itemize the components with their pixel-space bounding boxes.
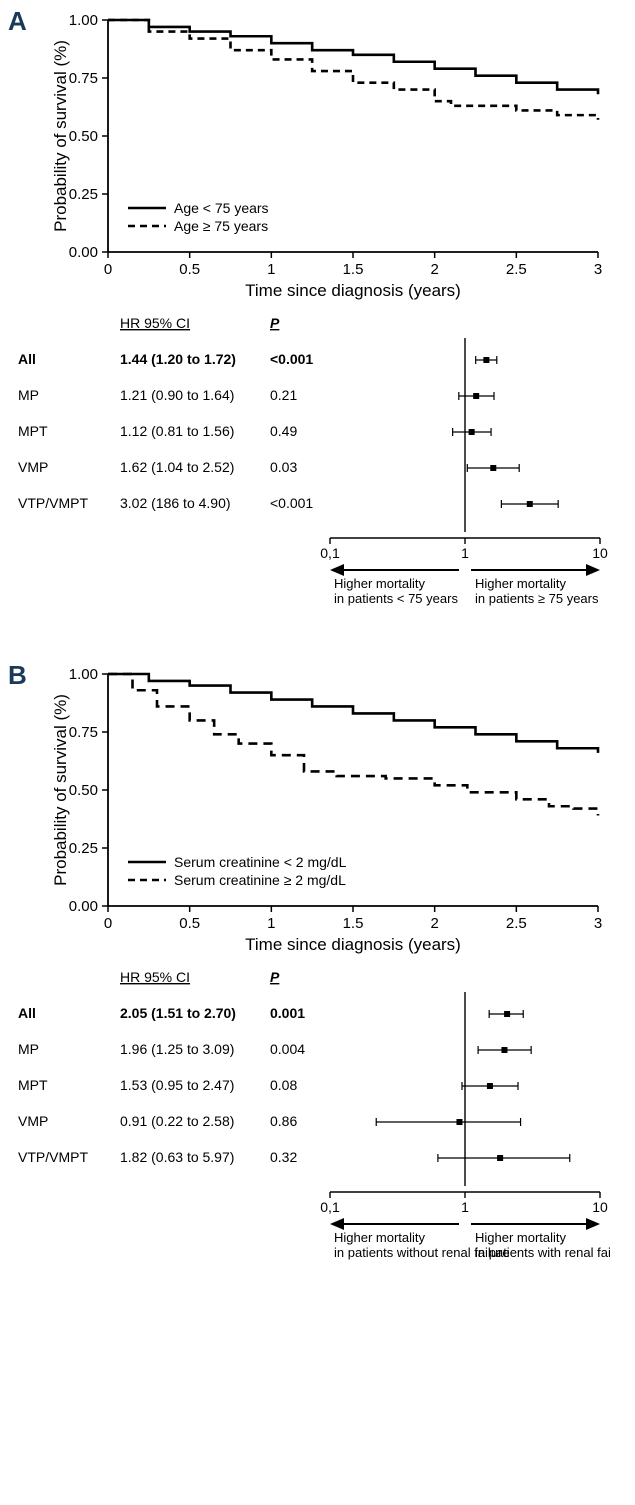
km-chart-wrap: 0.00 0.25 0.50 0.75 1.00 0 0.5 1 1.5 2 2.5 3 Time si…: [50, 12, 610, 302]
svg-text:0.004: 0.004: [270, 1041, 305, 1057]
svg-text:0.75: 0.75: [69, 724, 98, 741]
svg-text:3: 3: [594, 261, 602, 278]
forest-plot: HR 95% CI P All 1.44 (1.20 to 1.72) <0.001 MP…: [10, 308, 610, 648]
svg-text:1.82 (0.63 to 5.97): 1.82 (0.63 to 5.97): [120, 1149, 234, 1165]
svg-text:0.86: 0.86: [270, 1113, 297, 1129]
svg-text:1: 1: [267, 915, 275, 932]
svg-text:VTP/VMPT: VTP/VMPT: [18, 495, 88, 511]
svg-text:in patients < 75 years: in patients < 75 years: [334, 591, 458, 606]
svg-text:Serum creatinine < 2 mg/dL: Serum creatinine < 2 mg/dL: [174, 854, 347, 870]
svg-text:2: 2: [430, 261, 438, 278]
svg-text:P: P: [270, 969, 280, 985]
svg-text:1.00: 1.00: [69, 666, 98, 683]
svg-text:0.001: 0.001: [270, 1005, 305, 1021]
svg-text:1.5: 1.5: [343, 261, 364, 278]
svg-text:1: 1: [461, 1199, 469, 1215]
svg-text:1.00: 1.00: [69, 12, 98, 29]
svg-text:0.03: 0.03: [270, 459, 297, 475]
svg-text:0.00: 0.00: [69, 244, 98, 261]
svg-text:Age < 75 years: Age < 75 years: [174, 200, 269, 216]
svg-text:Probability of survival (%): Probability of survival (%): [51, 694, 70, 886]
svg-text:Higher mortality: Higher mortality: [334, 576, 426, 591]
survival-chart: 0.00 0.25 0.50 0.75 1.00 0 0.5 1 1.5 2 2.5 3 Time si…: [50, 666, 610, 956]
svg-text:0.49: 0.49: [270, 423, 297, 439]
svg-text:0: 0: [104, 915, 112, 932]
svg-text:1.62 (1.04 to 2.52): 1.62 (1.04 to 2.52): [120, 459, 234, 475]
panel-a: A0.000.250.500.751.0000.511.522.53Time s…: [10, 12, 625, 648]
svg-text:HR 95% CI: HR 95% CI: [120, 969, 190, 985]
svg-text:1.44 (1.20 to 1.72): 1.44 (1.20 to 1.72): [120, 351, 236, 367]
svg-text:0.50: 0.50: [69, 782, 98, 799]
svg-text:0.5: 0.5: [179, 261, 200, 278]
svg-text:2.05 (1.51 to 2.70): 2.05 (1.51 to 2.70): [120, 1005, 236, 1021]
svg-text:in patients with renal failure: in patients with renal failure: [475, 1245, 610, 1260]
svg-text:1.5: 1.5: [343, 915, 364, 932]
svg-text:2.5: 2.5: [506, 915, 527, 932]
svg-text:in patients ≥ 75 years: in patients ≥ 75 years: [475, 591, 599, 606]
svg-text:1.53 (0.95 to 2.47): 1.53 (0.95 to 2.47): [120, 1077, 234, 1093]
svg-text:Higher mortality: Higher mortality: [475, 1230, 567, 1245]
survival-chart: 0.00 0.25 0.50 0.75 1.00 0 0.5 1 1.5 2 2.5 3 Time si…: [50, 12, 610, 302]
svg-text:3: 3: [594, 915, 602, 932]
svg-text:0.08: 0.08: [270, 1077, 297, 1093]
svg-text:2: 2: [430, 915, 438, 932]
km-chart-wrap: 0.00 0.25 0.50 0.75 1.00 0 0.5 1 1.5 2 2.5 3 Time si…: [50, 666, 610, 956]
svg-text:<0.001: <0.001: [270, 495, 313, 511]
svg-text:0.21: 0.21: [270, 387, 297, 403]
svg-text:2.5: 2.5: [506, 261, 527, 278]
forest-plot-wrap: HR 95% CI P All 2.05 (1.51 to 2.70) 0.001 MP 1…: [10, 962, 610, 1302]
panel-label: A: [8, 6, 27, 37]
svg-text:1: 1: [267, 261, 275, 278]
svg-text:0.32: 0.32: [270, 1149, 297, 1165]
svg-text:All: All: [18, 1005, 36, 1021]
svg-text:All: All: [18, 351, 36, 367]
svg-text:1: 1: [461, 545, 469, 561]
panel-b: B0.000.250.500.751.0000.511.522.53Time s…: [10, 666, 625, 1302]
svg-text:Higher mortality: Higher mortality: [334, 1230, 426, 1245]
svg-text:0.75: 0.75: [69, 70, 98, 87]
svg-text:VMP: VMP: [18, 1113, 48, 1129]
svg-text:VTP/VMPT: VTP/VMPT: [18, 1149, 88, 1165]
svg-text:1.12 (0.81 to 1.56): 1.12 (0.81 to 1.56): [120, 423, 234, 439]
svg-text:<0.001: <0.001: [270, 351, 313, 367]
svg-text:Higher mortality: Higher mortality: [475, 576, 567, 591]
svg-text:MP: MP: [18, 1041, 39, 1057]
svg-text:Serum creatinine ≥ 2 mg/dL: Serum creatinine ≥ 2 mg/dL: [174, 872, 346, 888]
svg-text:0.50: 0.50: [69, 128, 98, 145]
svg-text:0,1: 0,1: [320, 1199, 340, 1215]
svg-text:MP: MP: [18, 387, 39, 403]
svg-text:3.02 (186 to 4.90): 3.02 (186 to 4.90): [120, 495, 231, 511]
svg-text:0: 0: [104, 261, 112, 278]
svg-text:10: 10: [592, 545, 608, 561]
svg-text:MPT: MPT: [18, 1077, 48, 1093]
svg-text:Time since diagnosis (years): Time since diagnosis (years): [245, 281, 461, 300]
svg-text:HR 95% CI: HR 95% CI: [120, 315, 190, 331]
svg-text:P: P: [270, 315, 280, 331]
svg-text:Time since diagnosis (years): Time since diagnosis (years): [245, 935, 461, 954]
svg-text:10: 10: [592, 1199, 608, 1215]
svg-text:0.00: 0.00: [69, 898, 98, 915]
forest-plot: HR 95% CI P All 2.05 (1.51 to 2.70) 0.001 MP 1…: [10, 962, 610, 1302]
svg-text:0.91 (0.22 to 2.58): 0.91 (0.22 to 2.58): [120, 1113, 234, 1129]
svg-text:Age ≥ 75 years: Age ≥ 75 years: [174, 218, 268, 234]
svg-text:0,1: 0,1: [320, 545, 340, 561]
svg-text:0.25: 0.25: [69, 840, 98, 857]
svg-text:Probability of survival (%): Probability of survival (%): [51, 40, 70, 232]
svg-text:MPT: MPT: [18, 423, 48, 439]
svg-text:VMP: VMP: [18, 459, 48, 475]
svg-text:0.25: 0.25: [69, 186, 98, 203]
panel-label: B: [8, 660, 27, 691]
svg-text:1.21 (0.90 to 1.64): 1.21 (0.90 to 1.64): [120, 387, 234, 403]
forest-plot-wrap: HR 95% CI P All 1.44 (1.20 to 1.72) <0.001 MP…: [10, 308, 610, 648]
svg-text:1.96 (1.25 to 3.09): 1.96 (1.25 to 3.09): [120, 1041, 234, 1057]
svg-text:0.5: 0.5: [179, 915, 200, 932]
